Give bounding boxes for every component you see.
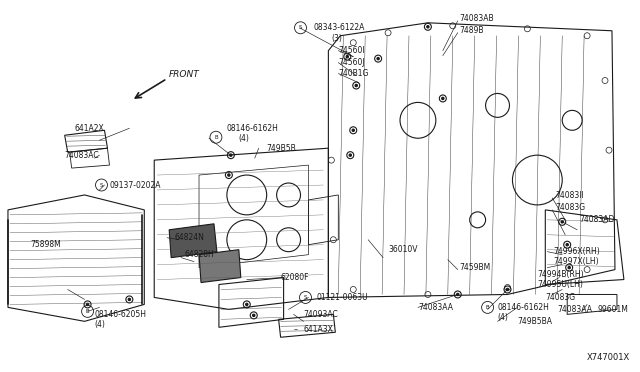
Text: 74083G: 74083G: [556, 203, 586, 212]
Text: (4): (4): [497, 313, 508, 322]
Text: (4): (4): [95, 320, 106, 329]
Circle shape: [349, 154, 351, 156]
Text: 62080F: 62080F: [280, 273, 309, 282]
Circle shape: [253, 314, 255, 317]
Circle shape: [355, 84, 357, 87]
Circle shape: [377, 57, 380, 60]
Circle shape: [128, 298, 131, 301]
Text: 641A2X: 641A2X: [75, 124, 104, 133]
Text: S: S: [100, 183, 103, 187]
Text: 74083G: 74083G: [545, 293, 575, 302]
Circle shape: [568, 266, 570, 269]
Circle shape: [506, 288, 509, 291]
Text: 74083AA: 74083AA: [557, 305, 592, 314]
Text: 08343-6122A: 08343-6122A: [314, 23, 365, 32]
Text: 749B5BA: 749B5BA: [518, 317, 552, 326]
Text: 74083AD: 74083AD: [579, 215, 614, 224]
Text: 01121-0063U: 01121-0063U: [316, 293, 368, 302]
Text: X747001X: X747001X: [587, 353, 630, 362]
Text: 7489B: 7489B: [460, 26, 484, 35]
Text: B: B: [214, 135, 218, 140]
Text: 74083AA: 74083AA: [418, 303, 453, 312]
Polygon shape: [199, 250, 241, 282]
Text: 99601M: 99601M: [597, 305, 628, 314]
Text: S: S: [299, 25, 302, 30]
Text: (4): (4): [239, 134, 250, 143]
Text: 74994B(RH): 74994B(RH): [538, 270, 584, 279]
Text: 08146-6205H: 08146-6205H: [95, 310, 147, 319]
Circle shape: [86, 303, 89, 306]
Text: 09137-0202A: 09137-0202A: [109, 180, 161, 189]
Polygon shape: [169, 224, 217, 258]
Circle shape: [230, 154, 232, 156]
Text: 64824N: 64824N: [174, 233, 204, 242]
Text: 74560J: 74560J: [339, 58, 365, 67]
Text: 74996X(RH): 74996X(RH): [553, 247, 600, 256]
Text: B: B: [486, 305, 490, 310]
Text: 08146-6162H: 08146-6162H: [497, 303, 549, 312]
Circle shape: [456, 293, 459, 296]
Circle shape: [566, 244, 568, 246]
Text: 74995U(LH): 74995U(LH): [538, 280, 583, 289]
Text: 74997X(LH): 74997X(LH): [553, 257, 599, 266]
Circle shape: [228, 174, 230, 176]
Text: 749B5B: 749B5B: [267, 144, 296, 153]
Text: 74083II: 74083II: [556, 192, 584, 201]
Text: 75898M: 75898M: [30, 240, 61, 249]
Text: 740B1G: 740B1G: [339, 69, 369, 78]
Text: FRONT: FRONT: [169, 70, 200, 79]
Circle shape: [427, 26, 429, 28]
Text: (3): (3): [332, 34, 342, 43]
Circle shape: [246, 303, 248, 306]
Text: B: B: [86, 309, 90, 314]
Text: 74083AC: 74083AC: [65, 151, 99, 160]
Circle shape: [352, 129, 355, 131]
Text: 7459BM: 7459BM: [460, 263, 491, 272]
Text: 74083AB: 74083AB: [460, 15, 494, 23]
Text: 641A3X: 641A3X: [303, 325, 333, 334]
Text: 36010V: 36010V: [388, 245, 417, 254]
Text: 74560I: 74560I: [339, 46, 365, 55]
Text: 74093AC: 74093AC: [303, 310, 339, 319]
Text: S: S: [304, 295, 307, 300]
Text: 08146-6162H: 08146-6162H: [227, 124, 279, 133]
Circle shape: [561, 221, 563, 223]
Circle shape: [442, 97, 444, 100]
Circle shape: [346, 55, 348, 58]
Text: 64828H: 64828H: [184, 250, 214, 259]
